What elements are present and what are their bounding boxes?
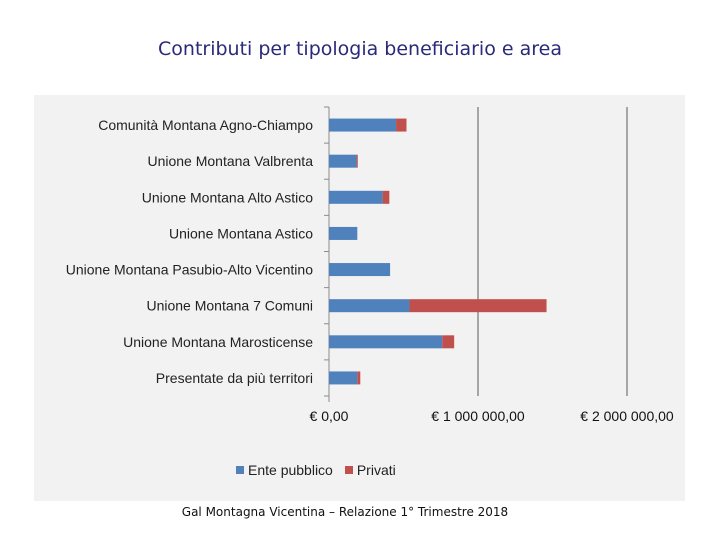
legend-item-ente: Ente pubblico <box>236 462 333 478</box>
bar-ente <box>329 226 358 240</box>
bar-privati <box>409 299 547 313</box>
bar-privati <box>382 190 390 204</box>
x-tick-label: € 2 000 000,00 <box>580 408 674 424</box>
category-label: Unione Montana 7 Comuni <box>146 298 313 314</box>
legend-swatch-ente <box>236 466 244 474</box>
bar-privati <box>442 335 455 349</box>
category-label: Presentate da più territori <box>156 370 313 386</box>
category-label: Unione Montana Alto Astico <box>142 189 313 205</box>
legend-swatch-privati <box>344 466 353 474</box>
bar-privati <box>356 154 358 168</box>
chart-legend: Ente pubblico Privati <box>236 462 408 478</box>
bar-ente <box>329 190 383 204</box>
category-label: Unione Montana Astico <box>169 225 313 241</box>
bar-chart: Comunità Montana Agno-Chiampo Unione Mont… <box>66 106 674 424</box>
category-label: Unione Montana Valbrenta <box>147 153 313 169</box>
chart-title: Contributi per tipologia beneficiario e … <box>158 38 562 60</box>
category-label: Unione Montana Marosticense <box>123 334 313 350</box>
bar-ente <box>329 299 410 313</box>
bar-ente <box>329 154 357 168</box>
bar-ente <box>329 118 397 132</box>
chart-panel: Comunità Montana Agno-Chiampo Unione Mont… <box>34 95 685 501</box>
category-label: Unione Montana Pasubio-Alto Vicentino <box>66 262 313 278</box>
legend-label-privati: Privati <box>356 462 396 478</box>
legend-label-ente: Ente pubblico <box>248 462 333 478</box>
legend-item-privati: Privati <box>344 462 396 478</box>
x-tick-label: € 0,00 <box>310 408 349 424</box>
x-tick-label: € 1 000 000,00 <box>431 408 525 424</box>
bar-ente <box>329 263 391 277</box>
footer-text: Gal Montagna Vicentina – Relazione 1° Tr… <box>181 505 509 519</box>
bar-ente <box>329 371 358 385</box>
bar-ente <box>329 335 443 349</box>
bar-privati <box>357 371 361 385</box>
category-label: Comunità Montana Agno-Chiampo <box>98 117 313 133</box>
bar-privati <box>396 118 407 132</box>
